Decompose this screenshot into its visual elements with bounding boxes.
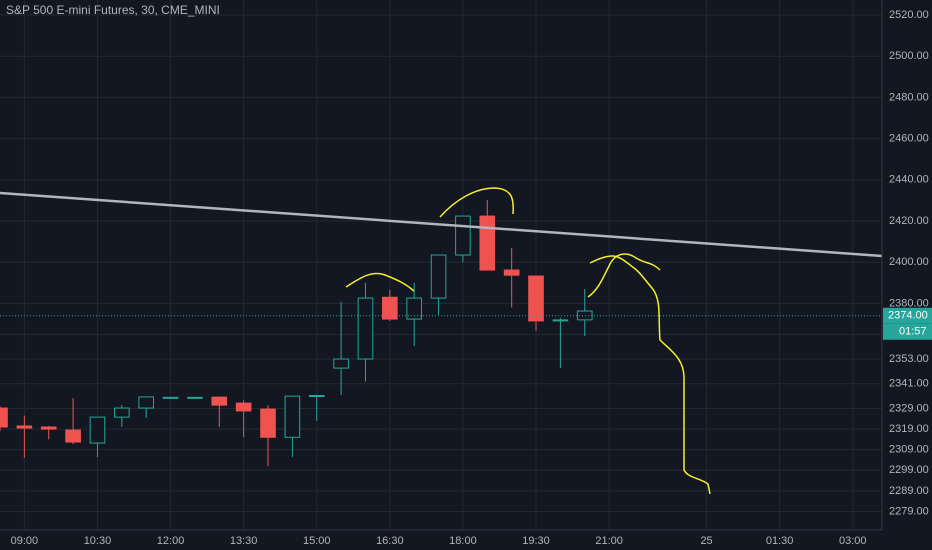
candle-body	[406, 297, 423, 320]
x-tick-label: 03:00	[839, 535, 867, 547]
candle-body	[211, 396, 228, 406]
trend-line	[0, 191, 883, 258]
candle-body	[479, 215, 496, 271]
y-tick-label: 2400.00	[889, 256, 929, 268]
y-tick-label: 2319.00	[889, 423, 929, 435]
annotations	[345, 187, 711, 495]
x-tick-label: 10:30	[84, 535, 112, 547]
y-tick-label: 2520.00	[889, 9, 929, 21]
countdown: 01:57	[899, 326, 927, 338]
y-tick-label: 2289.00	[889, 485, 929, 497]
countdown-box	[883, 323, 932, 340]
candle-body	[0, 407, 8, 428]
candle-body	[138, 396, 154, 409]
y-tick-label: 2500.00	[889, 50, 929, 62]
candle-body	[576, 310, 593, 321]
candle-body	[382, 296, 398, 320]
y-tick-label: 2329.00	[889, 402, 929, 414]
x-tick-label: 21:00	[595, 535, 623, 547]
candle-body	[40, 426, 57, 430]
y-tick-label: 2440.00	[889, 174, 929, 186]
x-tick-label: 19:30	[522, 535, 550, 547]
candle-body	[552, 319, 569, 322]
candle-body	[260, 408, 276, 438]
y-tick-label: 2299.00	[889, 464, 929, 476]
candle-body	[430, 254, 447, 299]
candle-body	[528, 275, 544, 322]
candle-body	[455, 215, 471, 256]
candle-body	[16, 425, 33, 429]
y-tick-label: 2380.00	[889, 297, 929, 309]
y-tick-label: 2480.00	[889, 91, 929, 103]
price-label-box	[883, 307, 932, 324]
candle-body	[503, 269, 520, 276]
price-label: 2374.00	[888, 310, 928, 322]
candle-body	[187, 396, 203, 399]
x-tick-label: 13:30	[230, 535, 258, 547]
candle-body	[333, 358, 349, 369]
drawing	[589, 255, 711, 495]
candle-body	[162, 396, 179, 399]
x-tick-label: 25	[700, 535, 712, 547]
y-tick-label: 2353.00	[889, 353, 929, 365]
y-tick-label: 2309.00	[889, 444, 929, 456]
candle-body	[114, 407, 130, 418]
drawing	[439, 187, 515, 218]
chart-title: S&P 500 E-mini Futures, 30, CME_MINI	[6, 3, 220, 17]
y-tick-label: 2279.00	[889, 505, 929, 517]
x-tick-label: 18:00	[449, 535, 477, 547]
candle-body	[357, 297, 374, 360]
candle-body	[284, 395, 301, 438]
drawing	[345, 272, 415, 292]
x-tick-label: 12:00	[157, 535, 185, 547]
candle-body	[89, 416, 106, 444]
x-tick-label: 16:30	[376, 535, 404, 547]
x-tick-label: 09:00	[11, 535, 39, 547]
drawing	[587, 253, 661, 298]
candle-body	[235, 402, 252, 412]
y-tick-label: 2341.00	[889, 378, 929, 390]
y-tick-label: 2460.00	[889, 133, 929, 145]
y-tick-label: 2420.00	[889, 215, 929, 227]
x-tick-label: 01:30	[766, 535, 794, 547]
candle-body	[65, 429, 81, 443]
candle-body	[308, 394, 325, 397]
x-tick-label: 15:00	[303, 535, 331, 547]
